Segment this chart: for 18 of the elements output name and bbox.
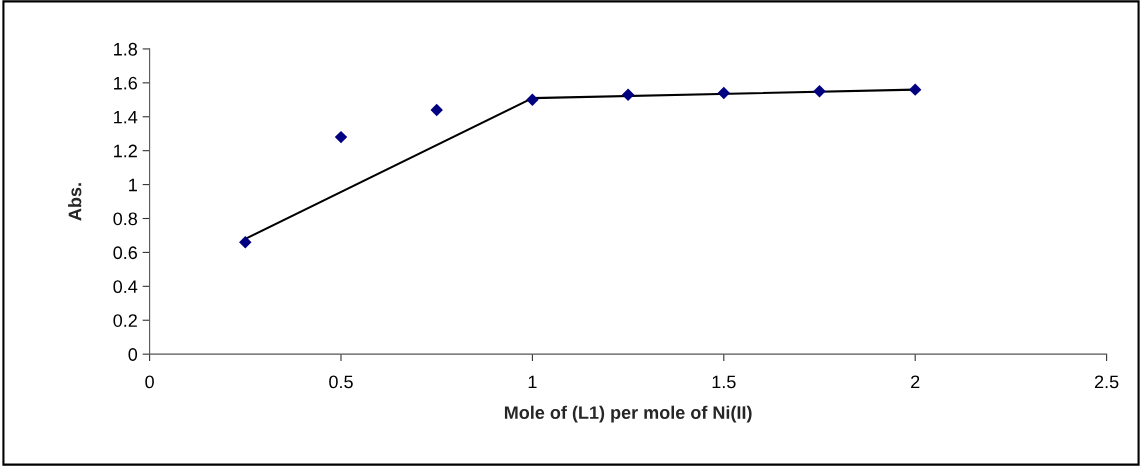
y-tick-label: 0.2 xyxy=(113,314,137,327)
y-tick-label: 1.6 xyxy=(114,76,138,90)
y-tick-label: 0.8 xyxy=(113,212,138,226)
x-tick-label: 2 xyxy=(911,375,920,389)
y-tick-label: 1.2 xyxy=(114,144,137,158)
y-tick-label: 1 xyxy=(129,178,137,192)
y-tick-label: 0 xyxy=(128,348,138,361)
y-tick-label: 0.6 xyxy=(113,246,138,260)
x-tick-label: 1 xyxy=(528,375,537,389)
x-tick-label: 2.5 xyxy=(1094,375,1119,389)
y-axis-title: Abs. xyxy=(68,183,82,221)
y-tick-label: 1.4 xyxy=(114,110,138,124)
x-tick-label: 1.5 xyxy=(712,375,736,389)
y-tick-label: 1.8 xyxy=(114,42,138,56)
y-tick-label: 0.4 xyxy=(113,280,138,294)
x-tick-label: 0 xyxy=(145,375,154,389)
x-tick-label: 0.5 xyxy=(329,375,353,389)
x-axis-title: Mole of (L1) per mole of Ni(II) xyxy=(504,405,752,423)
